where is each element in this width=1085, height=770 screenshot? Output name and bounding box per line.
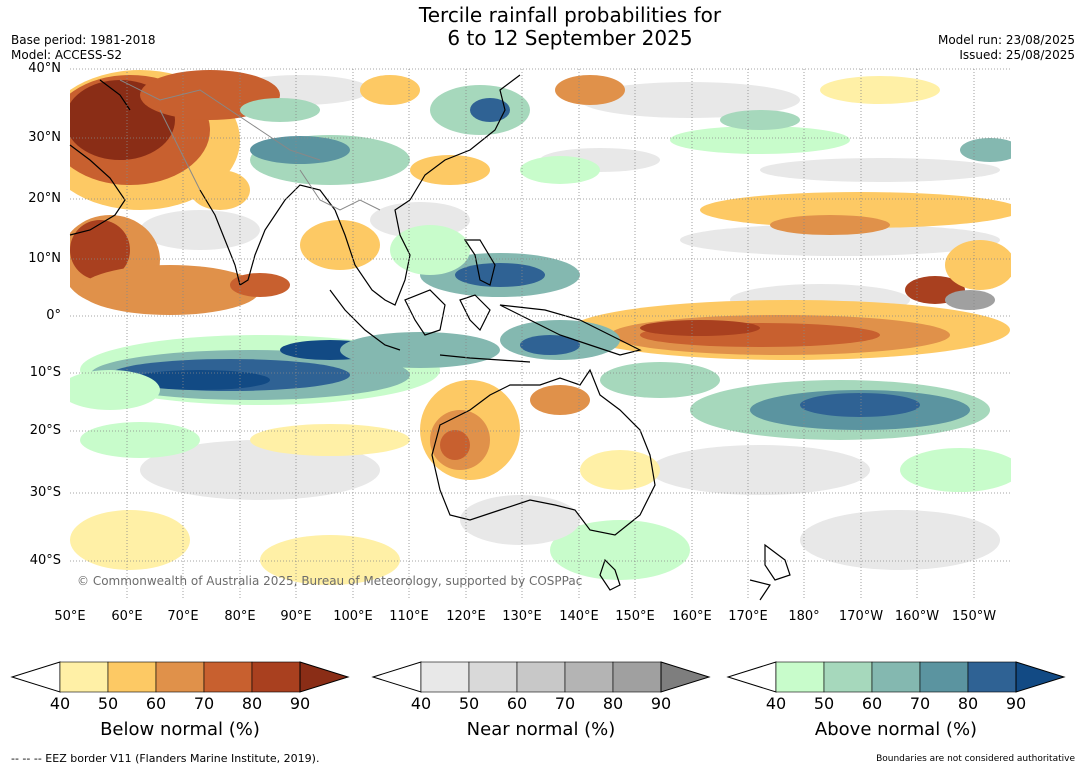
colorbar-tick: 70 [193,694,215,713]
colorbar-tick: 60 [861,694,883,713]
colorbar-tick: 50 [813,694,835,713]
lat-label: 40°S [29,553,61,568]
lat-label: 20°N [28,191,61,206]
lon-label: 150°E [615,609,655,624]
meta-right: Model run: 23/08/2025 Issued: 25/08/2025 [938,33,1075,63]
colorbar-tick: 60 [145,694,167,713]
lon-label: 170°W [838,609,884,624]
colorbar-tick: 70 [554,694,576,713]
lon-label: 130°E [502,609,542,624]
lat-label: 20°S [29,423,61,438]
colorbar-tick: 40 [765,694,787,713]
boundary-disclaimer: Boundaries are not considered authoritat… [876,754,1075,764]
colorbar-tick: 40 [410,694,432,713]
colorbar-label-near: Near normal (%) [466,719,616,740]
lat-label: 30°S [29,485,61,500]
title-line-1: Tercile rainfall probabilities for [418,3,722,27]
lat-label: 10°S [29,365,61,380]
lon-label: 60°E [111,609,143,624]
colorbar-tick: 40 [49,694,71,713]
colorbar-below [10,661,350,693]
lat-label: 10°N [28,251,61,266]
lon-label: 170°E [728,609,768,624]
lon-label: 110°E [389,609,429,624]
lon-label: 50°E [54,609,86,624]
lon-label: 120°E [446,609,486,624]
colorbar-tick: 90 [650,694,672,713]
lon-label: 180° [788,609,820,624]
base-period: Base period: 1981-2018 [11,33,156,47]
model-run: Model run: 23/08/2025 [937,33,1075,47]
colorbar-tick: 50 [97,694,119,713]
issued-date: Issued: 25/08/2025 [959,48,1075,62]
lon-label: 70°E [167,609,199,624]
lat-label: 0° [46,308,61,323]
colorbar-label-above: Above normal (%) [814,719,978,740]
colorbar-tick: 90 [1005,694,1027,713]
meta-left: Base period: 1981-2018 Model: ACCESS-S2 [11,33,156,63]
probability-field [70,69,1011,600]
colorbar-tick: 80 [602,694,624,713]
lon-label: 80°E [224,609,256,624]
copyright-notice: © Commonwealth of Australia 2025, Bureau… [77,574,583,588]
colorbar-label-below: Below normal (%) [100,719,260,740]
lon-label: 140°E [559,609,599,624]
colorbar-tick: 60 [506,694,528,713]
lon-label: 90°E [280,609,312,624]
coastlines [69,74,791,601]
lon-label: 100°E [333,609,373,624]
model-name: Model: ACCESS-S2 [11,48,123,62]
colorbar-tick: 90 [289,694,311,713]
lat-label: 30°N [28,130,61,145]
graticule [70,68,1011,600]
map-title: Tercile rainfall probabilities for 6 to … [0,4,1085,50]
colorbar-tick: 50 [458,694,480,713]
colorbar-tick: 80 [957,694,979,713]
colorbar-near [371,661,711,693]
colorbar-tick: 70 [909,694,931,713]
colorbar-above [726,661,1066,693]
lon-label: 160°E [672,609,712,624]
eez-legend: -- -- -- EEZ border V11 (Flanders Marine… [11,752,320,765]
lon-label: 160°W [894,609,940,624]
title-line-2: 6 to 12 September 2025 [447,26,693,50]
lat-label: 40°N [28,61,61,76]
country-borders [119,79,381,211]
lon-label: 150°W [951,609,997,624]
colorbar-tick: 80 [241,694,263,713]
